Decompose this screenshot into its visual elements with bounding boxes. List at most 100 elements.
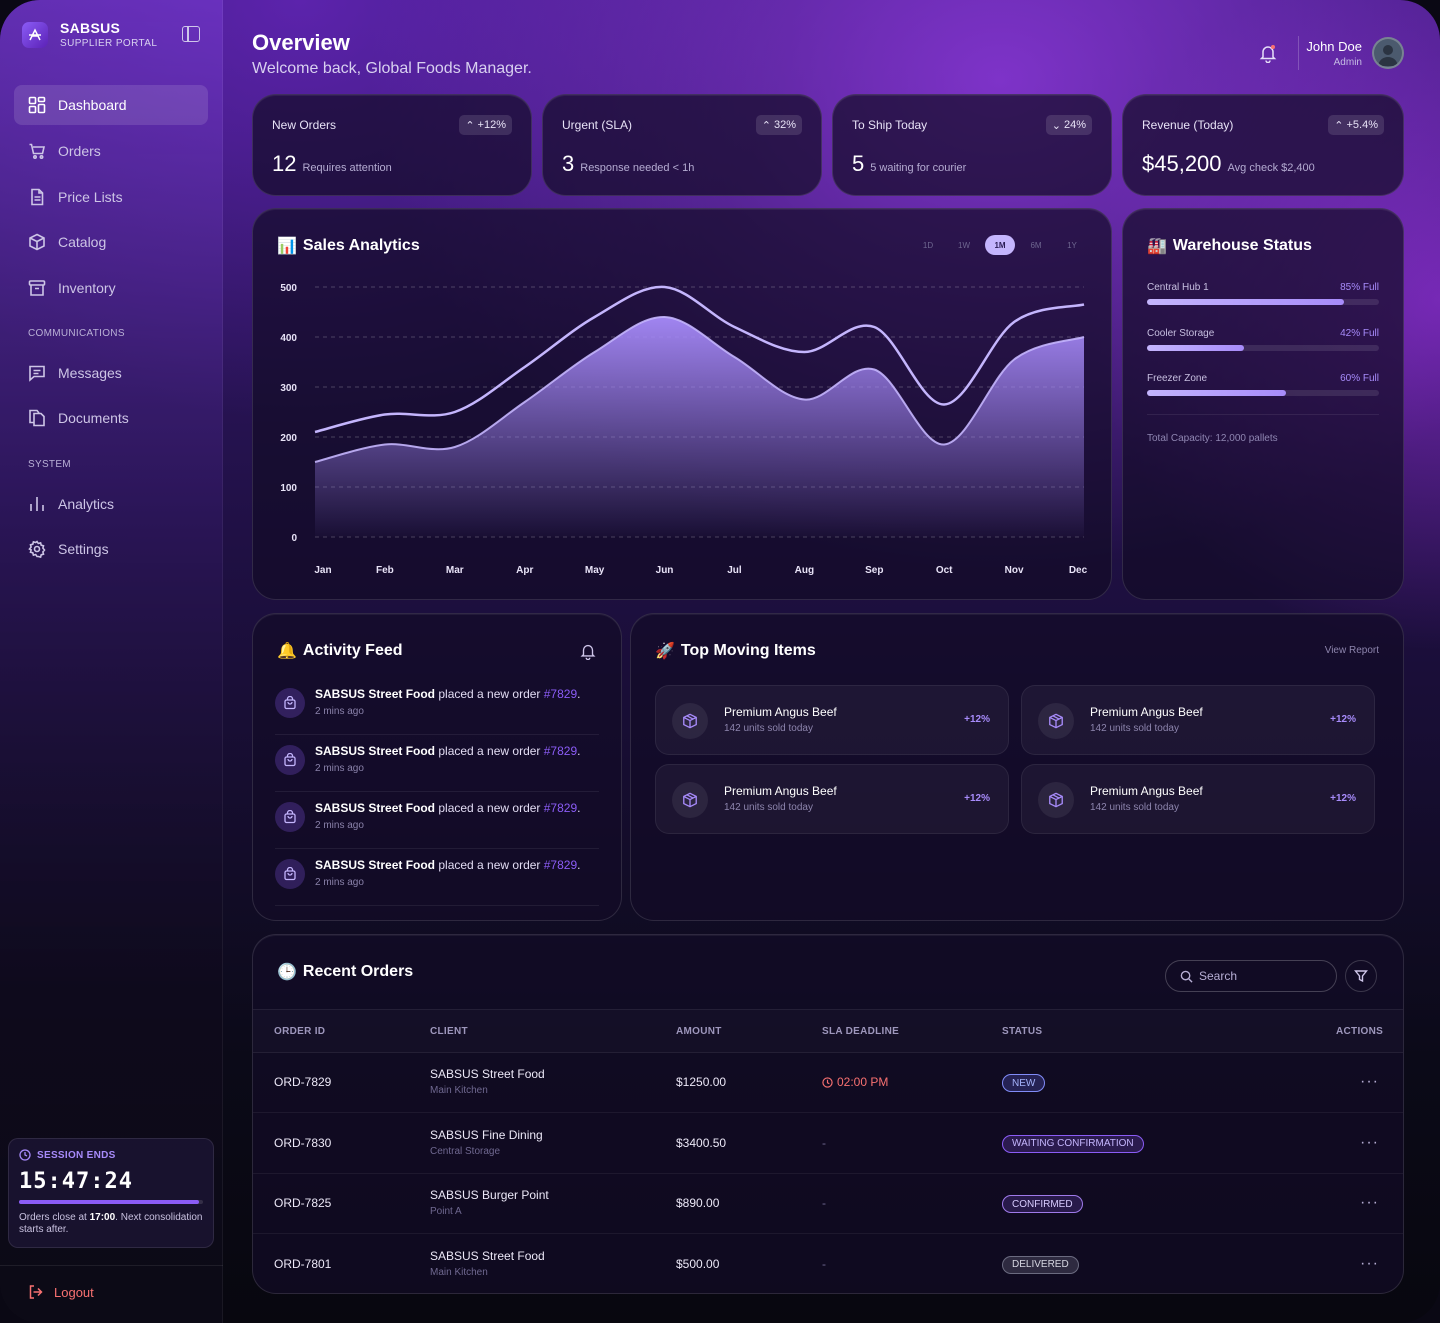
card-title: 🏭 Warehouse Status	[1147, 237, 1312, 255]
view-report-link[interactable]: View Report	[1324, 645, 1379, 656]
series-line-upper	[314, 285, 1085, 434]
activity-bell-icon[interactable]	[579, 642, 597, 660]
sidebar: SABSUS SUPPLIER PORTAL Dashboard Orders …	[0, 0, 223, 1323]
bell-emoji-icon: 🔔	[277, 643, 297, 660]
column-header[interactable]: AMOUNT	[676, 1026, 722, 1037]
list-item[interactable]: SABSUS Street Food placed a new order #7…	[275, 849, 599, 906]
package-icon	[672, 703, 708, 739]
logout-button[interactable]: Logout	[28, 1284, 94, 1300]
table-row[interactable]: ORD-7825 SABSUS Burger Point Point A $890…	[253, 1174, 1403, 1234]
warehouse-icon: 🏭	[1147, 238, 1167, 255]
range-1d[interactable]: 1D	[922, 240, 934, 250]
filter-button[interactable]	[1345, 960, 1377, 992]
item-change: +12%	[964, 714, 990, 725]
file-icon	[31, 188, 44, 206]
top-item[interactable]: Premium Angus Beef 142 units sold today …	[1021, 685, 1375, 755]
sidebar-item-label: Catalog	[58, 234, 107, 250]
card-title: 🕒 Recent Orders	[277, 963, 414, 981]
more-actions-icon[interactable]: ···	[1360, 1073, 1379, 1090]
user-menu[interactable]: John Doe Admin	[1306, 39, 1362, 68]
stat-badge: ⌃ +12%	[459, 115, 512, 135]
avatar[interactable]	[1372, 37, 1404, 69]
sidebar-item-label: Dashboard	[58, 97, 127, 113]
sidebar-item-orders[interactable]: Orders	[14, 131, 208, 171]
range-1y[interactable]: 1Y	[1067, 240, 1077, 250]
shopping-bag-icon	[275, 745, 305, 775]
top-item[interactable]: Premium Angus Beef 142 units sold today …	[1021, 764, 1375, 834]
order-link[interactable]: #7829	[543, 687, 578, 701]
list-item[interactable]: SABSUS Street Food placed a new order #7…	[275, 678, 599, 735]
trend-up-icon: ⌃	[761, 119, 771, 132]
status-badge: DELIVERED	[1002, 1255, 1079, 1274]
stat-badge: ⌃ 32%	[755, 115, 802, 135]
sidebar-item-analytics[interactable]: Analytics	[14, 484, 208, 524]
amount: $500.00	[676, 1256, 720, 1271]
stat-card-revenue[interactable]: Revenue (Today) ⌃ +5.4% $45,200 Avg check …	[1122, 94, 1404, 196]
x-tick-label: Apr	[516, 565, 533, 576]
item-name: Premium Angus Beef	[724, 705, 837, 719]
shopping-bag-icon	[275, 688, 305, 718]
y-tick-label: 400	[280, 333, 297, 344]
sidebar-collapse-icon[interactable]	[182, 26, 200, 42]
order-link[interactable]: #7829	[543, 744, 578, 758]
item-sub: 142 units sold today	[1090, 723, 1179, 734]
sidebar-item-dashboard[interactable]: Dashboard	[14, 85, 208, 125]
warehouse-zone: Freezer Zone 60% Full	[1147, 373, 1379, 396]
search-input[interactable]: Search	[1165, 960, 1337, 992]
bar-chart-icon: 📊	[277, 238, 297, 255]
rocket-icon: 🚀	[655, 643, 675, 660]
y-tick-label: 0	[291, 533, 297, 544]
stat-card-urgent[interactable]: Urgent (SLA) ⌃ 32% 3 Response needed < 1h	[542, 94, 822, 196]
range-1w[interactable]: 1W	[958, 240, 970, 250]
sidebar-item-inventory[interactable]: Inventory	[14, 268, 208, 308]
sidebar-item-settings[interactable]: Settings	[14, 529, 208, 569]
brand-subtitle: SUPPLIER PORTAL	[60, 38, 158, 49]
logout-icon	[29, 1285, 43, 1299]
column-header[interactable]: STATUS	[1002, 1026, 1043, 1037]
y-tick-label: 300	[280, 383, 297, 394]
x-tick-label: May	[585, 565, 605, 576]
sidebar-item-documents[interactable]: Documents	[14, 398, 208, 438]
series-line-lower	[314, 315, 1085, 463]
column-header[interactable]: CLIENT	[430, 1026, 468, 1037]
order-link[interactable]: #7829	[543, 858, 578, 872]
sidebar-item-price-lists[interactable]: Price Lists	[14, 177, 208, 217]
table-row[interactable]: ORD-7801 SABSUS Street Food Main Kitchen …	[253, 1235, 1403, 1294]
sidebar-item-label: Settings	[58, 541, 109, 557]
more-actions-icon[interactable]: ···	[1360, 1133, 1379, 1151]
sidebar-item-messages[interactable]: Messages	[14, 353, 208, 393]
more-actions-icon[interactable]: ···	[1360, 1194, 1379, 1211]
item-sub: 142 units sold today	[724, 723, 813, 734]
sidebar-item-catalog[interactable]: Catalog	[14, 222, 208, 262]
amount: $890.00	[676, 1196, 720, 1210]
session-timer: 15:47:24	[19, 1169, 133, 1194]
recent-orders-card: 🕒 Recent Orders Search ORDER ID CLIENT AM…	[252, 934, 1404, 1294]
column-header: ACTIONS	[1336, 1026, 1384, 1037]
order-link[interactable]: #7829	[543, 801, 578, 815]
sidebar-item-label: Documents	[58, 410, 129, 426]
column-header[interactable]: SLA DEADLINE	[822, 1026, 900, 1037]
top-item[interactable]: Premium Angus Beef 142 units sold today …	[655, 685, 1009, 755]
stat-card-new-orders[interactable]: New Orders ⌃ +12% 12 Requires attention	[252, 94, 532, 196]
stat-title: New Orders	[272, 118, 337, 132]
range-6m[interactable]: 6M	[1030, 240, 1042, 250]
table-row[interactable]: ORD-7830 SABSUS Fine Dining Central Stora…	[253, 1114, 1403, 1174]
list-item[interactable]: SABSUS Street Food placed a new order #7…	[275, 792, 599, 849]
column-header[interactable]: ORDER ID	[274, 1026, 326, 1037]
range-1m[interactable]: 1M	[985, 235, 1015, 255]
page-title: Overview	[252, 30, 350, 55]
more-actions-icon[interactable]: ···	[1360, 1254, 1379, 1272]
shopping-bag-icon	[275, 802, 305, 832]
client-cell: SABSUS Fine Dining Central Storage	[430, 1127, 543, 1157]
x-tick-label: Jun	[656, 565, 674, 576]
table-row[interactable]: ORD-7829 SABSUS Street Food Main Kitchen …	[253, 1053, 1403, 1113]
top-item[interactable]: Premium Angus Beef 142 units sold today …	[655, 764, 1009, 834]
x-tick-label: Sep	[865, 565, 883, 576]
list-item[interactable]: SABSUS Street Food placed a new order #7…	[275, 735, 599, 792]
notification-bell-icon[interactable]	[1258, 43, 1278, 63]
brand[interactable]: SABSUS SUPPLIER PORTAL	[22, 20, 157, 49]
session-panel: SESSION ENDS 15:47:24 Orders close at 17…	[8, 1138, 214, 1248]
y-tick-label: 200	[280, 433, 297, 444]
